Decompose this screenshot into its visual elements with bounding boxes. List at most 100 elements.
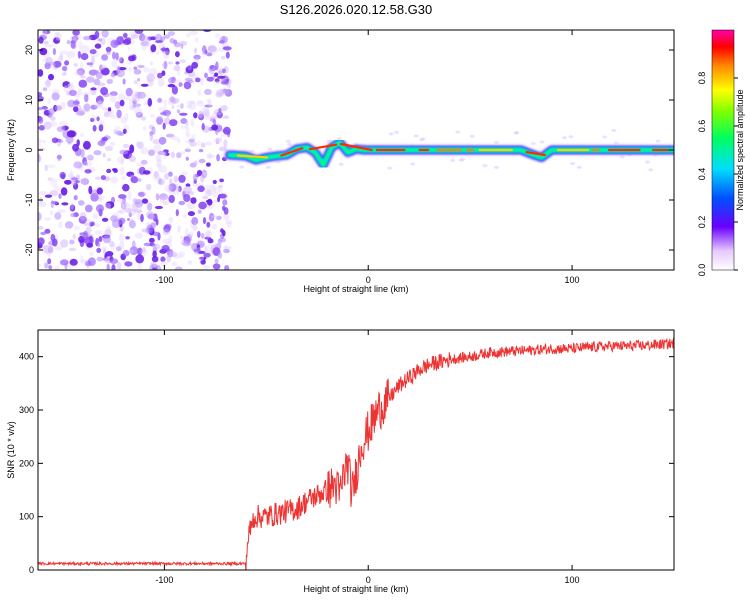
noise-speck	[80, 52, 89, 61]
noise-speck	[191, 217, 199, 226]
noise-speck	[74, 179, 80, 184]
noise-speck	[134, 106, 143, 116]
noise-speck	[178, 174, 186, 183]
noise-speck	[143, 67, 150, 73]
noise-speck	[187, 260, 193, 265]
noise-speck	[494, 140, 499, 144]
noise-speck	[103, 111, 110, 118]
noise-speck	[157, 178, 165, 186]
noise-speck	[214, 258, 219, 264]
noise-speck	[216, 89, 225, 97]
noise-speck	[197, 230, 201, 238]
noise-speck	[198, 250, 206, 254]
colorbar: 0.0 0.2 0.4 0.6 0.8 Normalized spectral ampl…	[697, 29, 745, 277]
noise-speck	[157, 150, 167, 156]
noise-speck	[131, 95, 137, 102]
noise-speck	[42, 139, 46, 144]
noise-speck	[210, 46, 219, 54]
noise-speck	[52, 238, 58, 247]
noise-speck	[185, 156, 189, 161]
noise-speck	[51, 92, 60, 101]
noise-speck	[106, 263, 110, 270]
noise-speck	[204, 104, 213, 108]
noise-speck	[86, 242, 94, 248]
noise-speck	[200, 232, 205, 239]
noise-speck	[94, 230, 103, 235]
noise-speck	[61, 202, 69, 206]
noise-speck	[209, 212, 215, 222]
noise-speck	[177, 224, 181, 233]
noise-speck	[72, 30, 80, 36]
noise-speck	[38, 138, 43, 144]
noise-speck	[128, 55, 136, 62]
noise-speck	[128, 67, 132, 72]
noise-speck	[204, 72, 208, 79]
noise-speck	[136, 162, 145, 167]
noise-speck	[102, 152, 106, 158]
noise-speck	[175, 209, 179, 217]
noise-speck	[152, 267, 157, 270]
noise-speck	[135, 254, 145, 264]
noise-speck	[205, 162, 211, 167]
noise-speck	[168, 183, 177, 192]
noise-speck	[189, 30, 199, 36]
noise-speck	[80, 61, 84, 70]
noise-speck	[156, 163, 162, 168]
noise-speck	[99, 64, 103, 72]
noise-speck	[96, 247, 102, 253]
noise-speck	[84, 94, 89, 103]
noise-speck	[185, 33, 191, 38]
noise-speck	[120, 158, 124, 166]
noise-speck	[95, 95, 104, 105]
noise-speck	[123, 32, 128, 39]
noise-speck	[55, 32, 62, 41]
noise-speck	[81, 259, 88, 264]
bottom-xtick-label: 0	[366, 575, 371, 585]
noise-speck	[73, 106, 79, 113]
noise-speck	[203, 171, 208, 177]
noise-speck	[50, 116, 55, 121]
noise-speck	[220, 228, 224, 233]
top-xtick-label: 100	[565, 275, 580, 285]
noise-speck	[129, 218, 134, 226]
noise-speck	[206, 205, 213, 210]
noise-speck	[77, 88, 82, 97]
bottom-xtick-label: 100	[565, 575, 580, 585]
noise-speck	[218, 68, 225, 76]
noise-speck	[156, 159, 163, 167]
noise-speck	[177, 185, 182, 193]
noise-speck	[239, 165, 245, 169]
noise-speck	[112, 51, 116, 60]
noise-speck	[57, 209, 66, 214]
noise-speck	[189, 141, 197, 147]
noise-speck	[193, 222, 197, 230]
noise-speck	[164, 173, 170, 180]
bottom-ytick-label: 300	[19, 405, 34, 415]
noise-speck	[42, 244, 51, 254]
colorbar-tick-label: 0.0	[697, 264, 707, 277]
noise-speck	[74, 225, 80, 231]
noise-speck	[147, 97, 153, 107]
noise-speck	[91, 69, 100, 74]
noise-speck	[201, 169, 208, 179]
noise-speck	[47, 164, 56, 169]
bottom-ylabel: SNR (10 * v/v)	[6, 421, 16, 479]
noise-speck	[167, 84, 176, 88]
noise-speck	[42, 87, 48, 91]
noise-speck	[118, 217, 126, 225]
noise-speck	[153, 144, 162, 153]
noise-speck	[69, 239, 75, 245]
noise-speck	[148, 149, 155, 156]
noise-speck	[160, 256, 166, 263]
noise-speck	[175, 61, 180, 65]
noise-speck	[157, 78, 165, 87]
noise-speck	[220, 133, 227, 137]
noise-speck	[129, 98, 133, 106]
noise-speck	[64, 60, 70, 66]
noise-speck	[98, 196, 105, 201]
snr-line	[38, 337, 674, 570]
noise-speck	[96, 82, 106, 87]
noise-speck	[54, 105, 62, 111]
noise-speck	[118, 233, 125, 243]
signal-peak	[308, 143, 338, 151]
